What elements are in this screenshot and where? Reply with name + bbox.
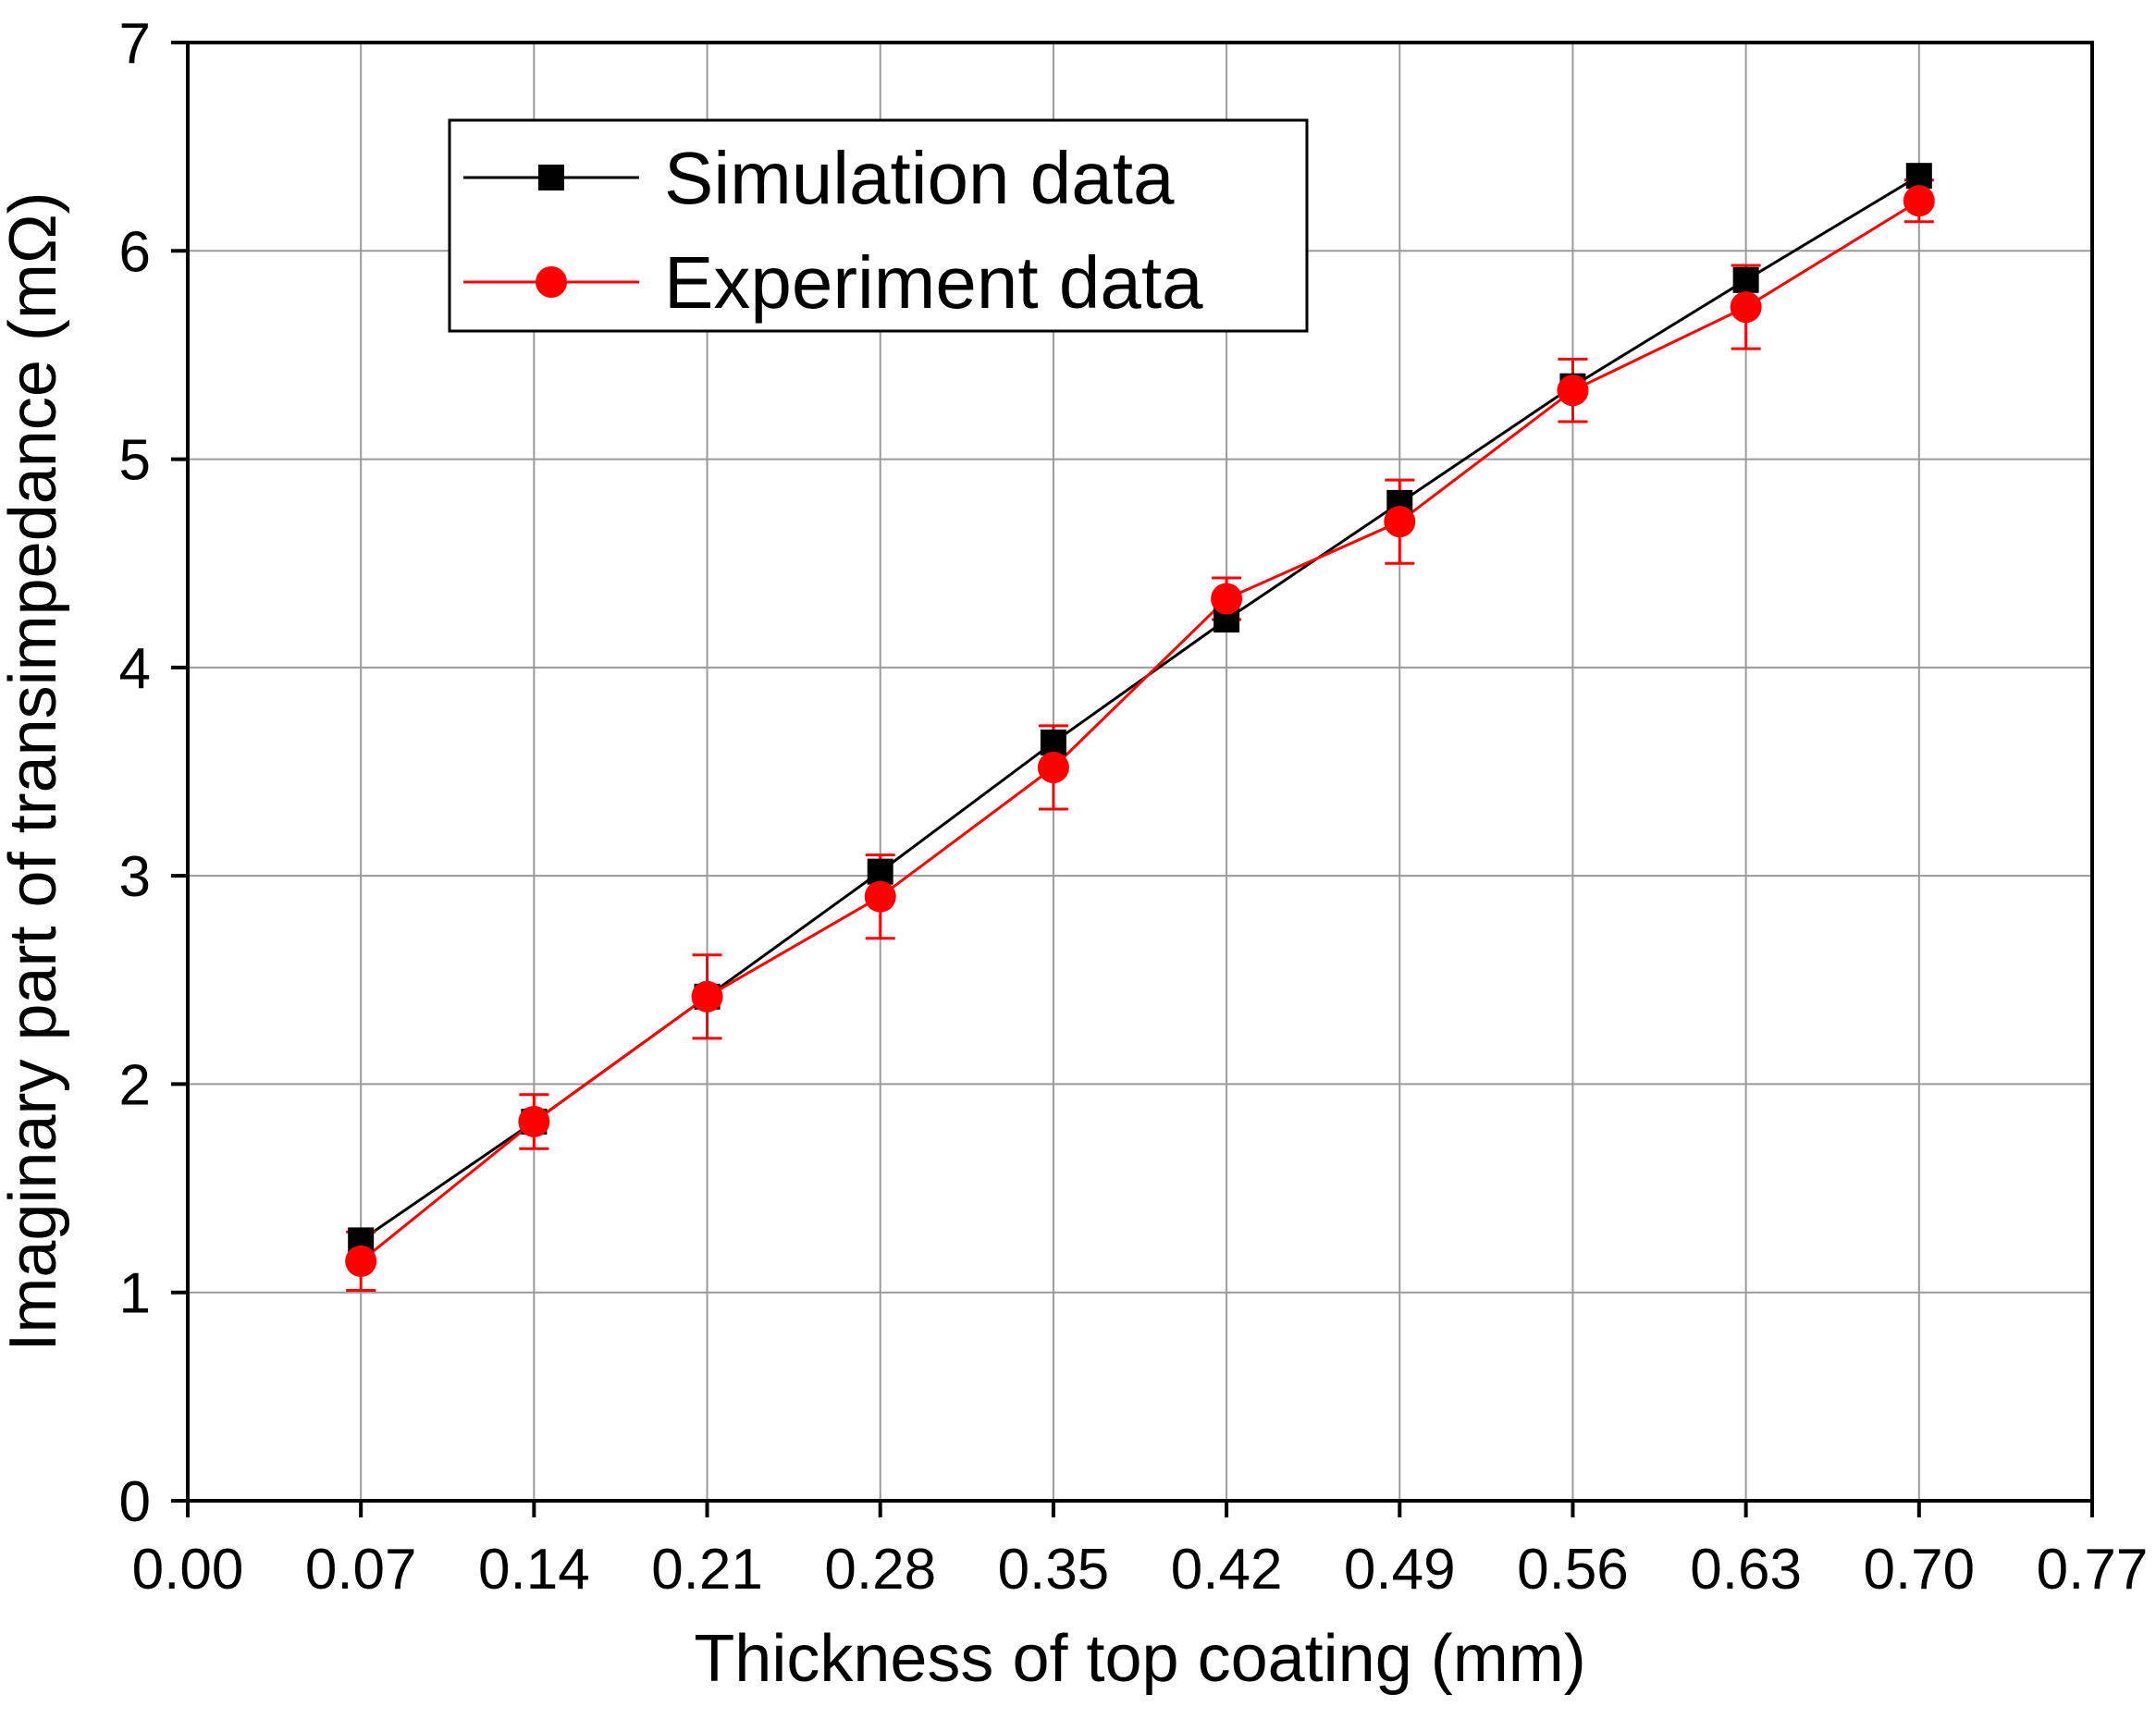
data-point-experiment (864, 880, 896, 913)
y-tick-label: 3 (119, 845, 151, 909)
data-point-simulation (1732, 266, 1759, 293)
x-tick-label: 0.14 (478, 1538, 590, 1602)
legend-label-experiment: Experiment data (664, 241, 1203, 324)
data-point-simulation (1040, 729, 1066, 755)
data-point-simulation (1905, 163, 1932, 190)
x-tick-label: 0.42 (1171, 1538, 1283, 1602)
data-point-experiment (1211, 583, 1243, 615)
y-tick-label: 7 (119, 12, 151, 76)
x-tick-label: 0.28 (824, 1538, 936, 1602)
y-tick-label: 6 (119, 220, 151, 284)
x-tick-label: 0.49 (1344, 1538, 1456, 1602)
y-tick-label: 2 (119, 1053, 151, 1117)
x-tick-label: 0.77 (2037, 1538, 2149, 1602)
x-tick-label: 0.35 (998, 1538, 1110, 1602)
series-layer (345, 163, 1935, 1292)
data-point-experiment (1384, 506, 1416, 538)
legend-label-simulation: Simulation data (664, 137, 1175, 219)
x-axis-label: Thickness of top coating (mm) (694, 1622, 1585, 1696)
legend-marker-experiment (536, 266, 567, 298)
y-tick-label: 0 (119, 1470, 151, 1534)
legend-marker-simulation (538, 165, 564, 190)
legend: Simulation data Experiment data (448, 118, 1309, 333)
ticks: 0.00 0.07 0.14 0.21 0.28 0.35 0.42 0.49 0.56 0.63… (119, 12, 2149, 1602)
data-point-experiment (1730, 291, 1762, 324)
data-point-simulation (867, 858, 893, 885)
y-axis-label: Imaginary part of transimpedance (mΩ) (0, 191, 70, 1351)
x-tick-label: 0.00 (132, 1538, 244, 1602)
series-line-experiment (360, 199, 1920, 1263)
x-tick-label: 0.07 (305, 1538, 417, 1602)
data-point-experiment (1557, 374, 1589, 407)
y-tick-label: 1 (119, 1262, 151, 1326)
data-point-experiment (1903, 185, 1935, 217)
x-tick-label: 0.63 (1690, 1538, 1802, 1602)
x-tick-label: 0.21 (651, 1538, 763, 1602)
legend-box (448, 118, 1309, 333)
x-tick-label: 0.56 (1517, 1538, 1629, 1602)
data-point-experiment (1037, 751, 1069, 783)
y-tick-label: 4 (119, 637, 151, 701)
data-point-experiment (345, 1245, 377, 1277)
x-tick-label: 0.70 (1863, 1538, 1975, 1602)
data-point-experiment (691, 980, 723, 1013)
y-tick-label: 5 (119, 429, 151, 493)
plot-frame (186, 41, 2094, 1503)
data-point-experiment (518, 1105, 550, 1137)
